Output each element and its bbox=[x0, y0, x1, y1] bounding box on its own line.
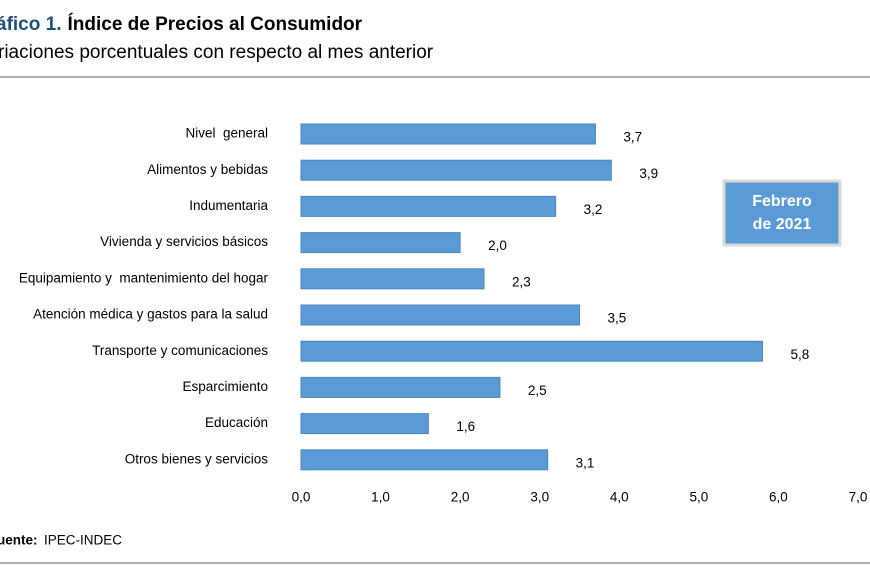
value-label: 3,7 bbox=[623, 130, 642, 145]
value-label: 3,2 bbox=[584, 202, 603, 217]
source-label: uente: bbox=[0, 533, 38, 548]
bar bbox=[300, 195, 557, 217]
value-label: 5,8 bbox=[791, 347, 810, 362]
x-tick-label: 6,0 bbox=[769, 490, 788, 505]
x-tick-label: 4,0 bbox=[610, 490, 629, 505]
y-tick-label: Vivienda y servicios básicos bbox=[100, 234, 268, 249]
y-tick-label: Equipamiento y mantenimiento del hogar bbox=[19, 270, 269, 285]
value-label: 1,6 bbox=[456, 419, 475, 434]
annotation-box bbox=[722, 179, 842, 247]
value-label: 3,5 bbox=[608, 311, 627, 326]
y-tick-label: Indumentaria bbox=[189, 198, 268, 213]
bar bbox=[300, 232, 461, 254]
bar bbox=[300, 268, 485, 290]
bar bbox=[300, 340, 764, 362]
bar bbox=[300, 304, 580, 326]
x-tick-label: 7,0 bbox=[849, 490, 868, 505]
bar bbox=[300, 123, 596, 145]
value-label: 3,9 bbox=[639, 166, 658, 181]
y-tick-label: Alimentos y bebidas bbox=[147, 162, 268, 177]
value-label: 2,0 bbox=[488, 238, 507, 253]
x-tick-label: 5,0 bbox=[689, 490, 708, 505]
x-tick-label: 2,0 bbox=[451, 490, 470, 505]
bar bbox=[300, 159, 612, 181]
x-tick-label: 1,0 bbox=[371, 490, 390, 505]
x-tick-label: 0,0 bbox=[292, 490, 311, 505]
y-tick-label: Atención médica y gastos para la salud bbox=[33, 307, 268, 322]
value-label: 3,1 bbox=[576, 455, 595, 470]
y-tick-label: Educación bbox=[205, 415, 268, 430]
chart-subtitle: riaciones porcentuales con respecto al m… bbox=[0, 42, 434, 63]
source: IPEC-INDEC bbox=[44, 533, 122, 548]
bar bbox=[300, 376, 501, 398]
x-tick-label: 3,0 bbox=[530, 490, 549, 505]
y-tick-label: Otros bienes y servicios bbox=[125, 451, 269, 466]
annotation: de 2021 bbox=[753, 216, 812, 233]
bar bbox=[300, 449, 549, 471]
value-label: 2,5 bbox=[528, 383, 547, 398]
y-tick-label: Transporte y comunicaciones bbox=[92, 343, 268, 358]
annotation: Febrero bbox=[752, 193, 812, 210]
chart-title: Índice de Precios al Consumidor bbox=[67, 13, 362, 35]
value-label: 2,3 bbox=[512, 274, 531, 289]
y-tick-label: Esparcimiento bbox=[182, 379, 268, 394]
y-tick-label: Nivel general bbox=[185, 126, 268, 141]
chart-title-prefix: áfico 1. bbox=[0, 14, 61, 35]
bar bbox=[300, 413, 429, 435]
